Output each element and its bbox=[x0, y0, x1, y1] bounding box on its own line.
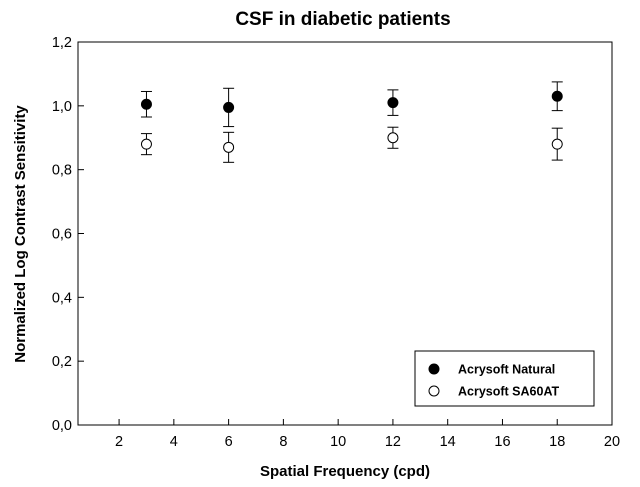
chart-title: CSF in diabetic patients bbox=[235, 9, 450, 30]
x-tick-label: 2 bbox=[115, 434, 123, 450]
legend: Acrysoft Natural Acrysoft SA60AT bbox=[414, 350, 595, 407]
y-axis: 0,0 0,2 0,4 0,6 0,8 1,0 1,2 bbox=[52, 35, 84, 434]
y-tick-label: 0,2 bbox=[52, 354, 72, 370]
x-tick-label: 12 bbox=[385, 434, 401, 450]
x-tick-label: 20 bbox=[604, 434, 620, 450]
data-point-series-1 bbox=[140, 98, 152, 110]
data-point-series-2 bbox=[223, 141, 235, 153]
y-tick-label: 0,0 bbox=[52, 418, 72, 434]
y-tick-label: 0,8 bbox=[52, 163, 72, 179]
legend-marker bbox=[428, 363, 440, 375]
legend-entry: Acrysoft Natural bbox=[458, 363, 555, 377]
y-tick-label: 0,4 bbox=[52, 290, 72, 306]
x-tick-label: 4 bbox=[170, 434, 178, 450]
data-point-series-2 bbox=[387, 132, 399, 144]
data-point-series-2 bbox=[551, 138, 563, 150]
y-tick-label: 1,0 bbox=[52, 99, 72, 115]
error-bars bbox=[140, 81, 563, 163]
data-point-series-2 bbox=[140, 138, 152, 150]
x-axis: 2 4 6 8 10 12 14 16 18 20 bbox=[115, 419, 620, 450]
x-tick-label: 10 bbox=[330, 434, 346, 450]
y-tick-label: 1,2 bbox=[52, 35, 72, 51]
x-tick-label: 16 bbox=[494, 434, 510, 450]
data-point-series-1 bbox=[387, 97, 399, 109]
x-tick-label: 8 bbox=[279, 434, 287, 450]
data-point-series-1 bbox=[223, 101, 235, 113]
data-point-series-1 bbox=[551, 90, 563, 102]
y-tick-label: 0,6 bbox=[52, 227, 72, 243]
legend-marker bbox=[428, 385, 440, 397]
y-axis-label: Normalized Log Contrast Sensitivity bbox=[12, 105, 29, 363]
legend-box bbox=[414, 350, 595, 407]
x-tick-label: 14 bbox=[440, 434, 456, 450]
x-tick-label: 18 bbox=[549, 434, 565, 450]
x-axis-label: Spatial Frequency (cpd) bbox=[260, 463, 430, 480]
x-tick-label: 6 bbox=[225, 434, 233, 450]
legend-entry: Acrysoft SA60AT bbox=[458, 385, 560, 399]
data-points bbox=[140, 90, 563, 153]
